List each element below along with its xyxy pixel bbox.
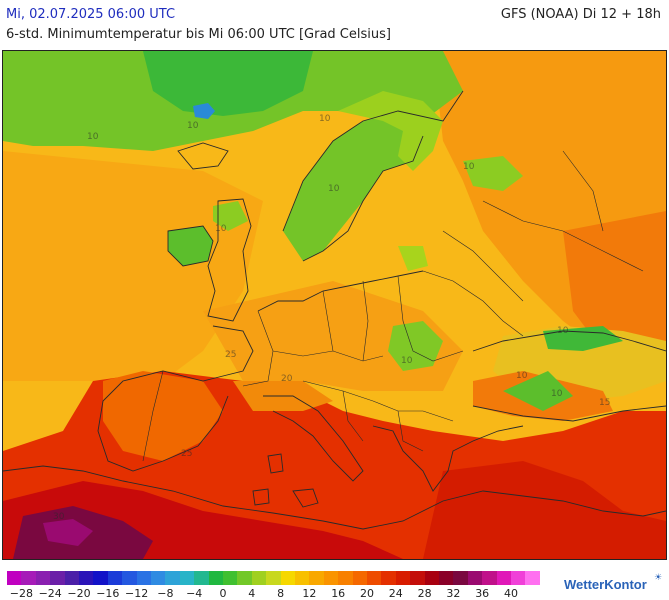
colorbar-tick-label: 4: [248, 587, 256, 600]
colorbar-swatch: [7, 571, 22, 585]
colorbar-swatch: [525, 571, 541, 585]
contour-label: 10: [319, 114, 331, 124]
colorbar-tick-label: 8: [277, 587, 285, 600]
temp-zone-russia-warm: [563, 211, 666, 351]
colorbar-swatch: [107, 571, 123, 585]
colorbar-tick-label: −28: [9, 587, 33, 600]
temp-zone-sahara-hottest: [43, 519, 93, 546]
colorbar-swatch: [179, 571, 195, 585]
colorbar-swatch: [50, 571, 66, 585]
contour-label: 10: [187, 121, 199, 131]
colorbar-swatch: [64, 571, 80, 585]
temp-zone-scotland: [213, 201, 248, 231]
colorbar-tick-label: 20: [360, 587, 374, 600]
colorbar-swatch: [35, 571, 51, 585]
colorbar-swatch: [352, 571, 368, 585]
colorbar-tick-label: 40: [504, 587, 518, 600]
colorbar-swatch: [381, 571, 397, 585]
colorbar-tick-label: 36: [475, 587, 490, 600]
colorbar-tick-label: −16: [96, 587, 120, 600]
contour-label: 15: [599, 398, 610, 408]
colorbar-swatch: [496, 571, 512, 585]
contour-label: 10: [551, 389, 563, 399]
temp-zone-levant: [423, 461, 666, 559]
colorbar-swatch: [338, 571, 354, 585]
contour-label: 25: [225, 350, 236, 360]
colorbar-swatch: [79, 571, 94, 585]
colorbar-swatch: [208, 571, 224, 585]
colorbar-swatch: [410, 571, 426, 585]
country-borders: [142, 150, 644, 462]
colorbar-swatch: [323, 571, 339, 585]
temp-zone-ireland: [168, 226, 213, 266]
contour-label: 10: [87, 132, 99, 142]
colorbar-swatch: [511, 571, 526, 585]
colorbar-swatch: [165, 571, 181, 585]
temp-zone-poland: [398, 246, 428, 271]
contour-labels: 10 10 10 10 10 10 10 10 10 10 15 25 20 2…: [53, 114, 610, 522]
brand-logo: WetterKontor: [564, 577, 647, 592]
temperature-map: 10 10 10 10 10 10 10 10 10 10 15 25 20 2…: [2, 50, 667, 560]
contour-label: 25: [181, 449, 192, 459]
temp-zone-caucasus: [543, 326, 623, 351]
coastlines: [3, 90, 666, 530]
colorbar-swatch: [367, 571, 382, 585]
colorbar-swatch: [237, 571, 253, 585]
temp-zone-iceland-cold: [143, 51, 313, 116]
colorbar-swatch: [21, 571, 37, 585]
colorbar-swatch: [136, 571, 152, 585]
contour-label: 10: [328, 184, 340, 194]
contour-label: 30: [53, 512, 65, 522]
colorbar-swatch: [295, 571, 310, 585]
colorbar-tick-label: −12: [124, 587, 149, 600]
temp-zone-atlantic: [3, 151, 263, 381]
colorbar-swatch: [424, 571, 440, 585]
contour-label: 10: [516, 371, 528, 381]
temp-zone-carpathians: [388, 321, 443, 371]
colorbar-swatch: [280, 571, 296, 585]
contour-label: 20: [281, 374, 293, 384]
colorbar-tick-label: 24: [388, 587, 403, 600]
colorbar-tick-label: −4: [186, 587, 203, 600]
colorbar-tick-label: 16: [331, 587, 346, 600]
contour-label: 10: [557, 326, 569, 336]
colorbar-tick-label: 12: [302, 587, 317, 600]
colorbar-swatch: [223, 571, 238, 585]
colorbar-swatch: [453, 571, 469, 585]
colorbar-swatch: [467, 571, 483, 585]
model-run: GFS (NOAA) Di 12 + 18h: [500, 7, 661, 22]
colorbar-tick-label: −8: [157, 587, 174, 600]
valid-date: Mi, 02.07.2025 06:00 UTC: [6, 7, 176, 22]
colorbar-swatch: [266, 571, 282, 585]
colorbar-swatch: [309, 571, 325, 585]
colorbar-swatch: [151, 571, 166, 585]
colorbar-swatch: [122, 571, 138, 585]
colorbar-swatch: [93, 571, 109, 585]
colorbar-tick-label: 0: [219, 587, 227, 600]
contour-label: 10: [401, 356, 413, 366]
temp-zone-anatolia-cool: [503, 371, 573, 411]
temp-zone-baltic-east: [463, 156, 523, 191]
temp-zone-scandinavia: [283, 111, 423, 261]
contour-label: 10: [463, 162, 475, 172]
colorbar-tick-label: 28: [417, 587, 432, 600]
colorbar-swatch: [194, 571, 210, 585]
contour-label: 10: [215, 224, 227, 234]
temp-zone-iceland-coldest: [193, 103, 215, 119]
colorbar-swatch: [439, 571, 454, 585]
colorbar-swatch: [395, 571, 411, 585]
weather-icon: ☀︎: [654, 573, 663, 583]
map-title: 6-std. Minimumtemperatur bis Mi 06:00 UT…: [6, 27, 391, 42]
colorbar-swatch: [482, 571, 498, 585]
colorbar-tick-label: 32: [446, 587, 461, 600]
temp-zone-iberia: [103, 371, 223, 461]
colorbar-tick-label: −20: [67, 587, 91, 600]
colorbar-swatch: [251, 571, 267, 585]
map-canvas: 10 10 10 10 10 10 10 10 10 10 15 25 20 2…: [3, 51, 666, 559]
colorbar-tick-label: −24: [38, 587, 62, 600]
